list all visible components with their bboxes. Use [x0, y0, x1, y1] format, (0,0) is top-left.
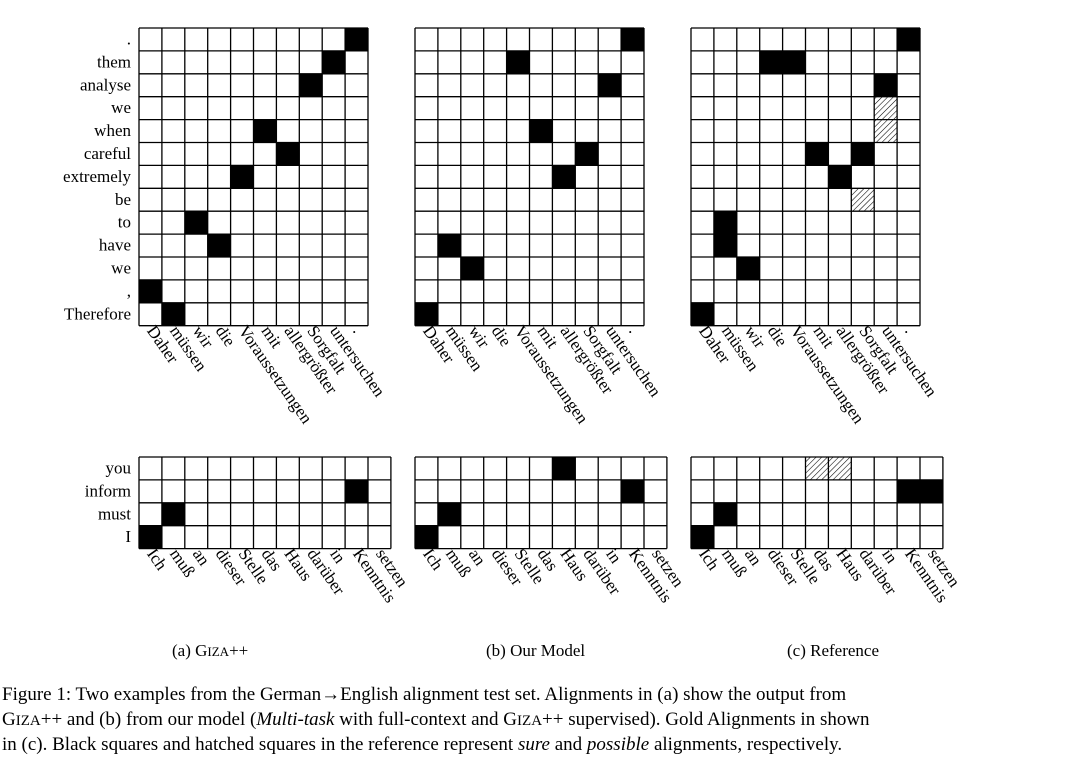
sure-alignment-cell	[161, 302, 185, 326]
alignment-grid: DahermüssenwirdieVoraussetzungenmitaller…	[414, 27, 665, 428]
sure-alignment-cell	[276, 142, 300, 166]
panel-a-label: (a) GIZA++	[172, 641, 249, 660]
target-word-label: ,	[127, 281, 131, 300]
target-word-label: have	[99, 236, 131, 255]
sure-alignment-cell	[713, 502, 737, 526]
sure-alignment-cell	[598, 73, 622, 97]
sure-alignment-cell	[139, 525, 162, 549]
source-word-label: .	[901, 322, 919, 336]
sure-alignment-cell	[552, 457, 576, 480]
source-word-label: .	[349, 322, 367, 336]
sure-alignment-cell	[529, 119, 553, 143]
target-word-label: extremely	[63, 167, 131, 186]
sure-alignment-cell	[713, 234, 737, 257]
caption-line-2: GIZA++ and (b) from our model (Multi-tas…	[2, 708, 870, 730]
target-word-label: I	[125, 527, 131, 546]
sure-alignment-cell	[874, 73, 898, 97]
caption-line-3: in (c). Black squares and hatched square…	[2, 734, 843, 755]
target-word-label: analyse	[80, 75, 131, 94]
source-word-label: Ich	[419, 545, 447, 574]
sure-alignment-cell	[805, 142, 829, 166]
target-word-label: we	[111, 98, 131, 117]
sure-alignment-cell	[437, 234, 461, 257]
target-word-label: when	[94, 121, 131, 140]
alignment-grid: youinformmustIIchmußandieserStelledasHau…	[85, 456, 412, 606]
target-word-label: .	[127, 29, 131, 48]
sure-alignment-cell	[506, 50, 530, 74]
target-word-label: must	[98, 504, 131, 523]
sure-alignment-cell	[713, 211, 737, 235]
possible-alignment-cell	[851, 188, 875, 212]
sure-alignment-cell	[253, 119, 277, 143]
sure-alignment-cell	[621, 479, 644, 503]
target-word-label: Therefore	[64, 304, 131, 323]
target-word-label: careful	[84, 144, 131, 163]
target-word-label: be	[115, 190, 131, 209]
sure-alignment-cell	[897, 479, 920, 503]
figure-caption: Figure 1: Two examples from the German→E…	[2, 683, 1062, 758]
sure-alignment-cell	[322, 50, 346, 74]
panel-b-label: (b) Our Model	[486, 641, 586, 660]
sure-alignment-cell	[161, 502, 185, 526]
sure-alignment-cell	[621, 28, 644, 51]
sure-alignment-cell	[345, 28, 368, 51]
sure-alignment-cell	[230, 165, 254, 189]
possible-alignment-cell	[874, 96, 898, 120]
sure-alignment-cell	[299, 73, 323, 97]
sure-alignment-cell	[207, 234, 231, 257]
target-word-label: them	[97, 52, 131, 71]
sure-alignment-cell	[920, 479, 943, 503]
sure-alignment-cell	[415, 302, 438, 326]
sure-alignment-cell	[139, 279, 162, 303]
sure-alignment-cell	[691, 525, 714, 549]
source-word-label: .	[625, 322, 643, 336]
possible-alignment-cell	[828, 457, 852, 480]
alignment-grid: . them analyse we when careful extremely be to ha…	[63, 27, 389, 428]
target-word-label: to	[118, 213, 131, 232]
sure-alignment-cell	[759, 50, 783, 74]
sure-alignment-cell	[736, 257, 760, 280]
source-word-label: Ich	[695, 545, 723, 574]
alignment-grid: DahermüssenwirdieVoraussetzungenmitaller…	[690, 27, 941, 428]
sure-alignment-cell	[460, 257, 484, 280]
possible-alignment-cell	[874, 119, 898, 143]
target-word-label: we	[111, 258, 131, 277]
target-word-label: you	[106, 458, 132, 477]
source-word-label: Ich	[143, 545, 171, 574]
alignment-figure: . them analyse we when careful extremely be to ha…	[63, 27, 964, 606]
target-word-label: inform	[85, 481, 131, 500]
sure-alignment-cell	[415, 525, 438, 549]
possible-alignment-cell	[805, 457, 829, 480]
sure-alignment-cell	[828, 165, 852, 189]
sure-alignment-cell	[184, 211, 208, 235]
caption-line-1: Figure 1: Two examples from the German→E…	[2, 684, 847, 705]
sure-alignment-cell	[437, 502, 461, 526]
sure-alignment-cell	[575, 142, 599, 166]
sure-alignment-cell	[897, 28, 920, 51]
sure-alignment-cell	[782, 50, 806, 74]
sure-alignment-cell	[691, 302, 714, 326]
sure-alignment-cell	[552, 165, 576, 189]
sure-alignment-cell	[851, 142, 875, 166]
panel-c-label: (c) Reference	[787, 641, 880, 660]
sure-alignment-cell	[345, 479, 368, 503]
